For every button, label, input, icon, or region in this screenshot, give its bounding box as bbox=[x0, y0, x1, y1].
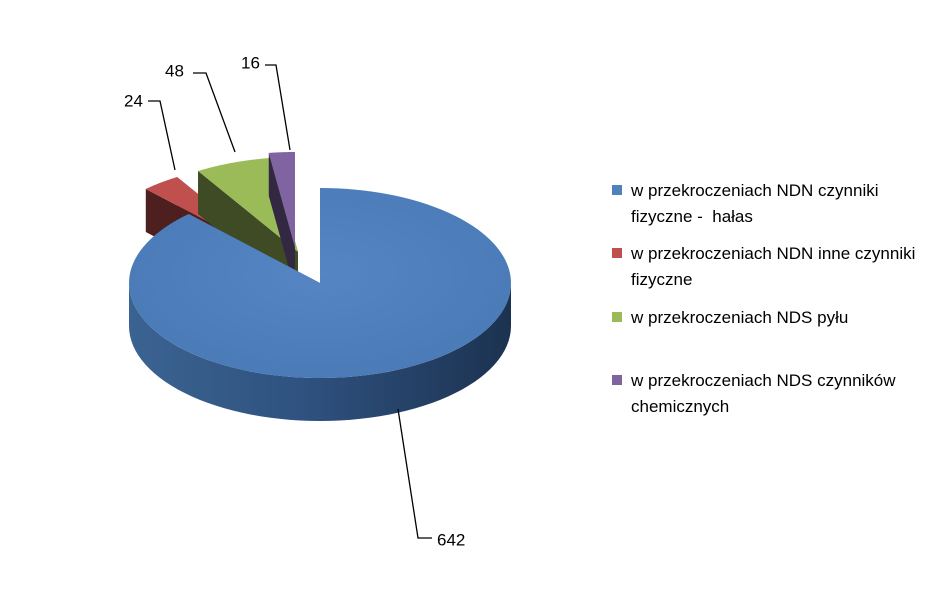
legend-label-pylu: w przekroczeniach NDS pyłu bbox=[631, 308, 849, 327]
pie-top-chemiczne bbox=[268, 152, 295, 247]
pie-layer bbox=[129, 152, 511, 421]
data-label-halas: 642 bbox=[437, 530, 465, 549]
legend-swatch-inne-fizyczne bbox=[612, 248, 622, 258]
legend-label-inne-fizyczne: w przekroczeniach NDN inne czynniki fizy… bbox=[631, 244, 921, 289]
pie-slice-chemiczne bbox=[268, 152, 295, 290]
pie-wall-chemiczne-0 bbox=[268, 152, 295, 290]
leader-line-chemiczne bbox=[265, 64, 291, 151]
data-labels: 642 24 48 16 bbox=[124, 53, 465, 549]
data-label-chemiczne: 16 bbox=[241, 53, 260, 72]
pie-top-halas bbox=[129, 188, 511, 378]
leader-lines bbox=[148, 64, 432, 539]
legend-label-chemiczne: w przekroczeniach NDS czynników chemiczn… bbox=[631, 371, 901, 416]
leader-line-inne-fizyczne bbox=[148, 100, 176, 171]
pie-side-halas bbox=[129, 283, 511, 421]
legend-label-halas: w przekroczeniach NDN czynniki fizyczne … bbox=[631, 181, 884, 226]
legend-swatch-chemiczne bbox=[612, 375, 622, 385]
leader-line-pylu bbox=[193, 72, 236, 153]
pie-slice-halas bbox=[129, 188, 511, 421]
legend-swatch-pylu bbox=[612, 312, 622, 322]
leader-line-halas bbox=[397, 408, 432, 539]
data-label-pylu: 48 bbox=[165, 61, 184, 80]
data-label-inne-fizyczne: 24 bbox=[124, 91, 143, 110]
legend-swatch-halas bbox=[612, 185, 622, 195]
